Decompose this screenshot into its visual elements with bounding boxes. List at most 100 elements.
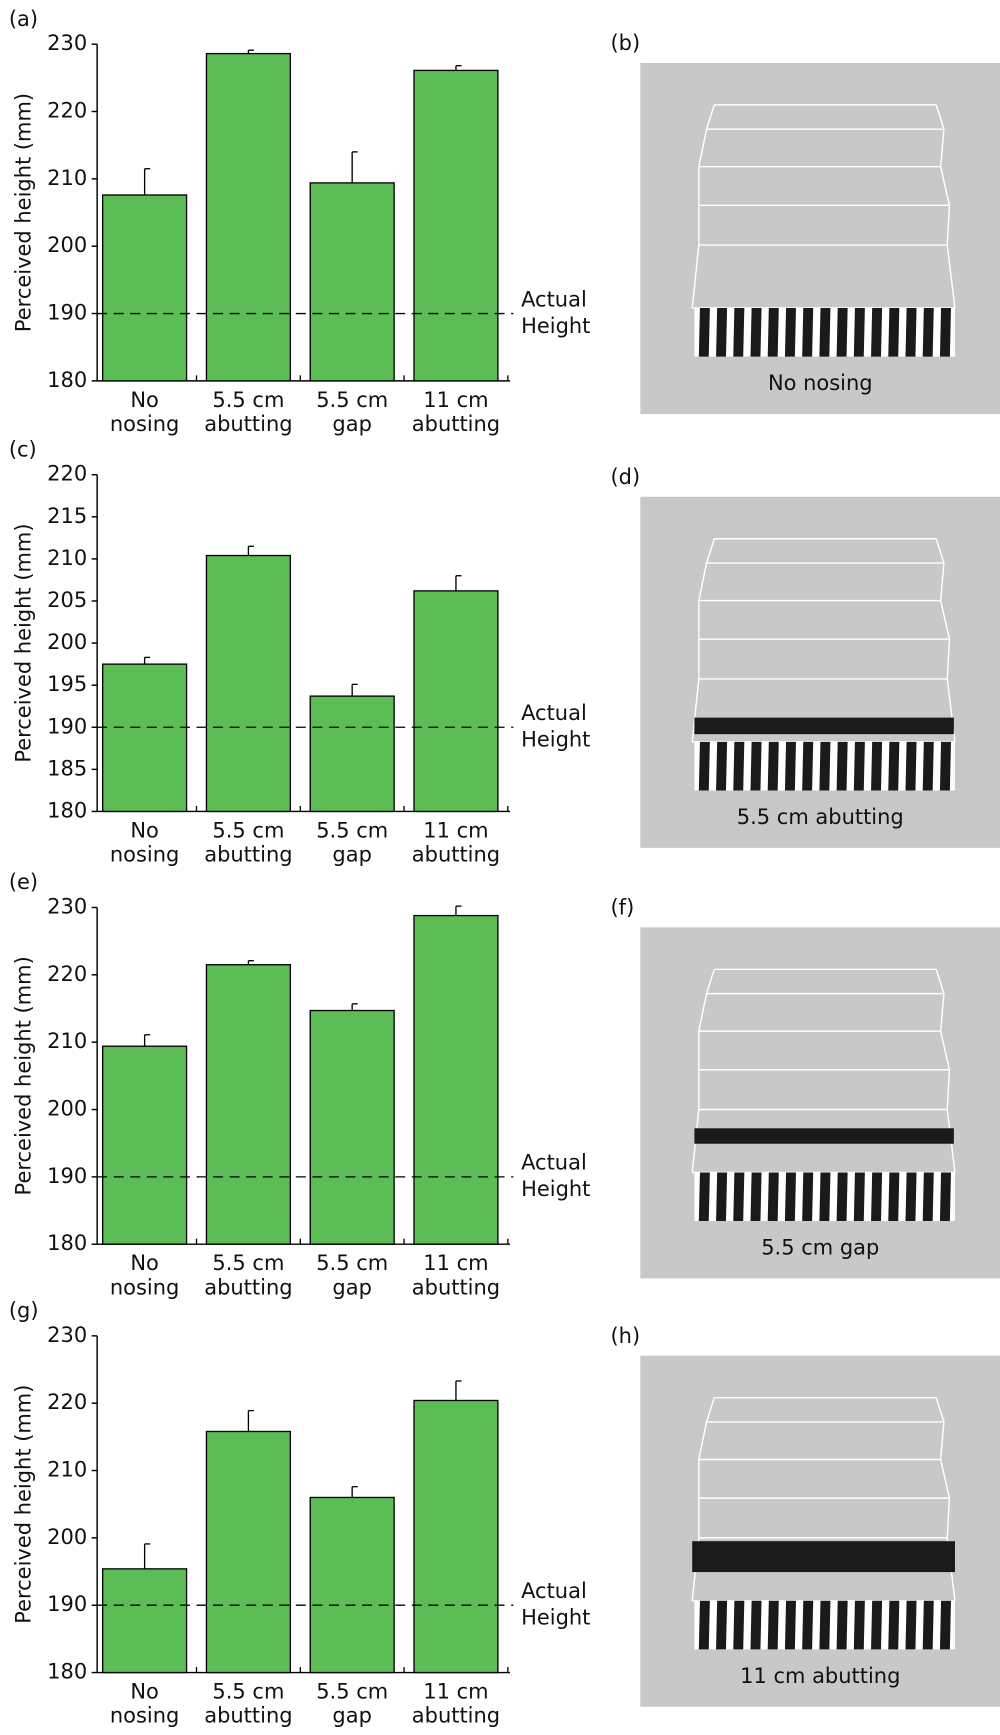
- reference-label: Actual Height: [521, 287, 590, 337]
- stripe: [819, 308, 831, 357]
- bar: [205, 52, 292, 382]
- y-axis-label: Perceived height (mm): [11, 523, 35, 762]
- bar: [102, 1568, 188, 1674]
- nosing: [694, 1128, 954, 1144]
- step-side: [939, 993, 945, 1032]
- y-tick-label: 220: [47, 962, 87, 986]
- stripe: [853, 741, 865, 791]
- x-tick-label: 5.5 cm abutting: [204, 1679, 292, 1727]
- step-side: [939, 1459, 951, 1499]
- y-axis-label: Perceived height (mm): [11, 956, 35, 1195]
- stripe: [888, 308, 900, 357]
- stripe: [733, 1600, 745, 1650]
- step-side: [935, 104, 945, 130]
- stripe: [836, 1600, 848, 1650]
- step-side: [946, 1069, 951, 1110]
- bar: [205, 964, 292, 1245]
- stripe: [922, 308, 934, 357]
- panel-label: (d): [611, 465, 641, 489]
- stripe: [802, 1172, 814, 1222]
- y-tick-label: 210: [47, 166, 87, 190]
- stripe: [698, 308, 710, 357]
- step-side: [698, 129, 708, 167]
- y-tick-label: 190: [47, 1164, 87, 1188]
- step-side: [939, 129, 945, 167]
- stripe: [922, 1172, 934, 1222]
- stripe: [905, 1172, 917, 1222]
- diagram-caption: 11 cm abutting: [740, 1664, 900, 1688]
- panel-label: (c): [9, 437, 37, 461]
- y-tick-label: 230: [47, 1323, 87, 1347]
- y-tick-label: 215: [47, 504, 87, 528]
- step-side: [946, 1498, 951, 1538]
- y-tick-label: 230: [47, 894, 87, 918]
- stripe: [750, 308, 762, 357]
- x-tick-label: No nosing: [110, 818, 179, 866]
- y-tick-label: 220: [47, 462, 87, 486]
- bar: [309, 182, 395, 382]
- x-tick-label: 5.5 cm gap: [316, 818, 388, 866]
- panel-label: (a): [9, 7, 38, 31]
- step-side: [705, 104, 715, 130]
- step-side: [691, 678, 700, 742]
- y-tick-label: 210: [47, 546, 87, 570]
- y-tick-label: 200: [47, 630, 87, 654]
- y-axis-label: Perceived height (mm): [11, 93, 35, 332]
- step-side: [698, 562, 708, 601]
- x-tick-label: 5.5 cm gap: [316, 1251, 388, 1299]
- stripe: [853, 1172, 865, 1222]
- step-side: [939, 600, 951, 640]
- x-tick-label: 11 cm abutting: [412, 1251, 500, 1299]
- bar: [413, 69, 499, 382]
- diagram-background: [640, 1355, 1000, 1707]
- stripe: [836, 741, 848, 791]
- reference-label: Actual Height: [521, 701, 590, 751]
- nosing: [692, 1541, 955, 1573]
- y-tick-label: 180: [47, 368, 87, 392]
- stripe: [784, 741, 796, 791]
- step-side: [705, 969, 715, 994]
- stripe: [871, 741, 883, 791]
- stripe: [784, 1600, 796, 1650]
- y-tick-label: 180: [47, 798, 87, 822]
- step-side: [939, 1030, 951, 1070]
- step-side: [939, 1421, 945, 1460]
- stripe: [802, 1600, 814, 1650]
- bar: [309, 1009, 395, 1245]
- panel-label: (h): [611, 1324, 641, 1348]
- x-tick-label: 5.5 cm abutting: [204, 388, 292, 436]
- step-side: [939, 166, 951, 206]
- bar: [413, 590, 499, 813]
- stripe: [819, 1172, 831, 1222]
- reference-label: Actual Height: [521, 1151, 590, 1201]
- stripe: [767, 308, 779, 357]
- figure-content: (a) Perceived height (mm) 180 190 200 210 220 2…: [9, 7, 1000, 1728]
- x-tick-label: 11 cm abutting: [412, 388, 500, 436]
- step-side: [698, 1421, 708, 1460]
- step-side: [935, 538, 945, 564]
- panel-label: (g): [9, 1299, 39, 1323]
- y-tick-label: 190: [47, 1592, 87, 1616]
- nosing: [694, 717, 954, 735]
- bar: [102, 663, 188, 813]
- stripe: [836, 308, 848, 357]
- diagram-caption: 5.5 cm gap: [761, 1236, 879, 1260]
- bar: [413, 1399, 499, 1674]
- stripe: [716, 1600, 728, 1650]
- bar: [102, 194, 188, 382]
- stripe: [819, 1600, 831, 1650]
- diagram-background: [640, 62, 1000, 414]
- bar: [205, 554, 292, 813]
- y-tick-label: 180: [47, 1660, 87, 1684]
- stripe: [784, 1172, 796, 1222]
- stripe: [802, 308, 814, 357]
- y-tick-label: 200: [47, 1525, 87, 1549]
- panel-label: (b): [611, 31, 641, 55]
- step-side: [698, 993, 708, 1032]
- y-tick-label: 220: [47, 1390, 87, 1414]
- bar: [102, 1045, 188, 1245]
- stripe: [750, 1172, 762, 1222]
- step-side: [946, 205, 951, 246]
- x-tick-label: No nosing: [110, 388, 179, 436]
